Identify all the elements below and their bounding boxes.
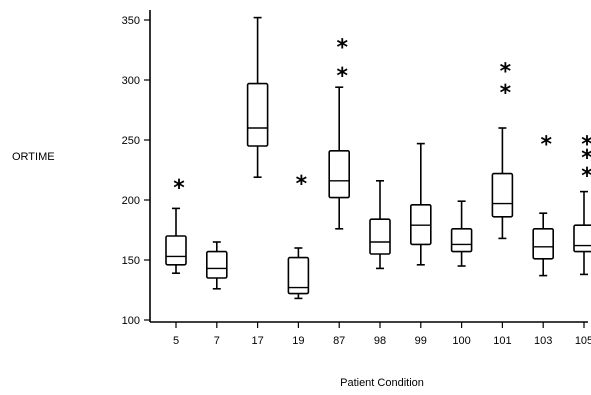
- outlier-marker: *: [336, 35, 348, 60]
- box-87: [328, 150, 351, 199]
- x-tick-label: 19: [292, 335, 304, 347]
- y-tick-label: 150: [122, 255, 140, 267]
- box-98: [369, 218, 391, 255]
- box-17: [246, 82, 269, 147]
- x-tick-label: 99: [415, 335, 427, 347]
- box-100: [450, 228, 473, 253]
- box-7: [206, 250, 228, 279]
- outlier-marker: *: [581, 164, 591, 189]
- x-tick-label: 5: [173, 335, 179, 347]
- outlier-marker: *: [173, 176, 185, 201]
- outlier-marker: *: [500, 81, 512, 106]
- y-tick-label: 100: [122, 315, 140, 327]
- x-tick-label: 98: [374, 335, 386, 347]
- y-tick-label: 200: [122, 195, 140, 207]
- x-tick-label: 87: [333, 335, 345, 347]
- y-tick-label: 250: [122, 135, 140, 147]
- box-5: [165, 235, 187, 266]
- box-101: [491, 172, 514, 218]
- x-axis-title: Patient Condition: [340, 377, 424, 389]
- x-tick-label: 17: [251, 335, 263, 347]
- outlier-marker: *: [581, 146, 591, 171]
- outlier-marker: *: [500, 59, 512, 84]
- y-tick-label: 300: [122, 75, 140, 87]
- box-105: [573, 224, 591, 253]
- x-tick-label: 100: [452, 335, 470, 347]
- outlier-marker: *: [581, 133, 591, 158]
- x-tick-label: 101: [493, 335, 511, 347]
- y-axis-title: ORTIME: [12, 151, 55, 163]
- outlier-marker: *: [336, 64, 348, 89]
- x-tick-label: 103: [534, 335, 552, 347]
- outlier-marker: *: [296, 172, 308, 197]
- outlier-marker: *: [540, 133, 552, 158]
- box-103: [532, 228, 555, 260]
- box-19: [287, 256, 310, 295]
- x-tick-label: 7: [214, 335, 220, 347]
- y-tick-label: 350: [122, 15, 140, 27]
- x-tick-label: 105: [575, 335, 591, 347]
